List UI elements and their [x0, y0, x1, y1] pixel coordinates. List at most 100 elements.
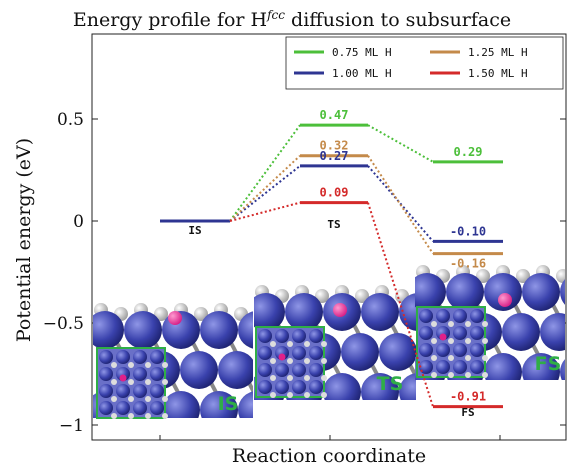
value-label: 0.47: [320, 108, 349, 122]
top-view-hydrogen: [162, 379, 168, 385]
top-view-atom: [150, 384, 164, 398]
top-view-atom: [419, 343, 433, 357]
top-view-hydrogen: [128, 362, 134, 368]
metal-atom: [540, 313, 565, 351]
metal-atom: [285, 293, 323, 331]
top-view-hydrogen: [431, 321, 437, 327]
top-view-atom: [470, 343, 484, 357]
top-view-atom: [133, 350, 147, 364]
y-ticks: −1 −0.5 0 0.5: [43, 110, 566, 440]
top-view-atom: [309, 329, 323, 343]
hydrogen-atom: [355, 289, 369, 303]
metal-atom: [484, 273, 522, 311]
metal-atom: [341, 333, 379, 371]
bond: [579, 362, 583, 400]
top-view-atom: [470, 326, 484, 340]
y-axis-label: Potential energy (eV): [13, 138, 35, 342]
top-view-pink-atom: [119, 374, 127, 382]
metal-atom: [446, 273, 484, 311]
metal-atom: [180, 351, 218, 389]
top-view-hydrogen: [145, 396, 151, 402]
bond: [579, 282, 583, 320]
top-view-hydrogen: [128, 413, 134, 419]
top-view-hydrogen: [162, 396, 168, 402]
metal-atom: [254, 293, 285, 331]
top-view-atom: [275, 380, 289, 394]
top-view-atom: [419, 326, 433, 340]
top-view-atom: [292, 380, 306, 394]
top-view-hydrogen: [145, 362, 151, 368]
legend-box: [285, 36, 564, 90]
top-view-hydrogen: [287, 375, 293, 381]
state-label: FS: [461, 406, 474, 419]
bond: [257, 400, 277, 438]
state-labels: IS TS FS: [188, 218, 474, 419]
connector: [229, 201, 301, 222]
top-view-atom: [436, 343, 450, 357]
top-view-hydrogen: [287, 358, 293, 364]
hydrogen-atom: [154, 307, 168, 321]
top-view-hydrogen: [304, 358, 310, 364]
series-layer: [160, 123, 503, 409]
top-view-hydrogen: [128, 379, 134, 385]
metal-atom: [399, 293, 416, 331]
top-view-atom: [133, 367, 147, 381]
top-view-hydrogen: [482, 338, 488, 344]
top-view-atom: [436, 326, 450, 340]
x-axis-label: Reaction coordinate: [232, 445, 426, 466]
top-view-hydrogen: [448, 372, 454, 378]
top-view-atom: [470, 309, 484, 323]
top-view-atom: [309, 380, 323, 394]
y-tick-label: 0: [73, 212, 84, 232]
series-1: [160, 164, 503, 243]
top-view-hydrogen: [111, 413, 117, 419]
top-view-atom: [470, 360, 484, 374]
connector: [229, 124, 301, 222]
top-view-hydrogen: [145, 413, 151, 419]
top-view-hydrogen: [145, 379, 151, 385]
value-label: 0.32: [320, 139, 349, 153]
inset-structure: IS: [93, 303, 277, 438]
top-view-hydrogen: [321, 392, 327, 398]
metal-atom: [522, 273, 560, 311]
top-view-hydrogen: [448, 321, 454, 327]
top-view-hydrogen: [128, 396, 134, 402]
state-label: IS: [188, 224, 201, 237]
top-view-atom: [150, 367, 164, 381]
top-view-atom: [258, 329, 272, 343]
top-view-atom: [453, 309, 467, 323]
top-view-atom: [150, 350, 164, 364]
metal-atom: [484, 353, 522, 380]
top-view-atom: [275, 346, 289, 360]
top-view-hydrogen: [482, 321, 488, 327]
top-view-atom: [99, 401, 113, 415]
connector: [367, 124, 434, 163]
top-view-atom: [453, 360, 467, 374]
value-label: 0.29: [454, 145, 483, 159]
metal-atom: [200, 391, 238, 418]
state-label: TS: [327, 218, 340, 231]
metal-atom: [522, 353, 560, 380]
top-view-atom: [275, 363, 289, 377]
top-view-atom: [116, 350, 130, 364]
top-view-hydrogen: [431, 338, 437, 344]
top-view-hydrogen: [304, 392, 310, 398]
top-view-hydrogen: [270, 375, 276, 381]
metal-atom: [93, 311, 124, 349]
metal-atom: [238, 311, 253, 349]
top-view-atom: [116, 384, 130, 398]
top-view-hydrogen: [465, 338, 471, 344]
top-view-hydrogen: [431, 372, 437, 378]
metal-atom: [200, 311, 238, 349]
top-view-pink-atom: [439, 333, 447, 341]
top-view-hydrogen: [287, 341, 293, 347]
top-view-hydrogen: [304, 375, 310, 381]
top-view-hydrogen: [321, 341, 327, 347]
value-label: -0.10: [450, 224, 486, 238]
y-tick-label: 0.5: [57, 110, 84, 130]
inset-state-label: TS: [377, 373, 404, 395]
legend: 0.75 ML H 1.25 ML H 1.00 ML H 1.50 ML H: [285, 36, 564, 90]
top-view-atom: [309, 346, 323, 360]
top-view-hydrogen: [465, 355, 471, 361]
